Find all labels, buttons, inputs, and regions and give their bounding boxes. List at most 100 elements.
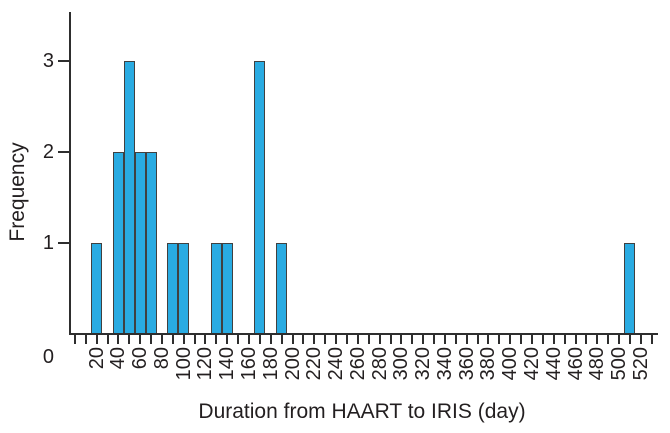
x-tick — [160, 335, 163, 344]
x-tick-label: 400 — [499, 347, 522, 381]
x-tick-label: 440 — [542, 347, 565, 381]
x-tick-label: 20 — [85, 347, 108, 370]
x-tick — [171, 335, 174, 344]
x-tick — [248, 335, 251, 344]
x-tick — [454, 335, 457, 344]
x-tick-label: 260 — [346, 347, 369, 381]
x-tick — [106, 335, 109, 344]
x-tick-label: 240 — [325, 347, 348, 381]
x-tick — [378, 335, 381, 344]
x-tick — [411, 335, 414, 344]
x-tick — [258, 335, 261, 344]
x-tick — [476, 335, 479, 344]
x-tick — [650, 335, 653, 344]
x-tick — [487, 335, 490, 344]
x-tick — [498, 335, 501, 344]
x-tick — [530, 335, 533, 344]
x-tick-label: 140 — [216, 347, 239, 381]
x-tick — [639, 335, 642, 344]
x-tick — [302, 335, 305, 344]
x-tick — [433, 335, 436, 344]
x-tick — [193, 335, 196, 344]
x-tick — [182, 335, 185, 344]
x-tick — [607, 335, 610, 344]
x-tick-label: 420 — [520, 347, 543, 381]
x-tick — [324, 335, 327, 344]
x-tick — [269, 335, 272, 344]
x-tick — [237, 335, 240, 344]
x-tick-label: 340 — [433, 347, 456, 381]
histogram-bar — [112, 151, 124, 335]
x-tick — [84, 335, 87, 344]
histogram-bar — [276, 242, 288, 335]
x-tick — [356, 335, 359, 344]
x-tick — [596, 335, 599, 344]
y-tick-label: 2 — [42, 140, 54, 163]
x-tick-label: 40 — [107, 347, 130, 370]
x-tick — [389, 335, 392, 344]
x-tick — [345, 335, 348, 344]
x-tick-label: 320 — [412, 347, 435, 381]
y-tick — [58, 59, 70, 62]
x-tick-label: 80 — [150, 347, 173, 370]
x-tick-label: 280 — [368, 347, 391, 381]
x-tick — [139, 335, 142, 344]
x-tick-label: 220 — [303, 347, 326, 381]
x-tick — [335, 335, 338, 344]
x-tick-label: 380 — [477, 347, 500, 381]
histogram-bar — [210, 242, 222, 335]
x-tick — [509, 335, 512, 344]
x-tick-label: 100 — [172, 347, 195, 381]
histogram-bar — [178, 242, 190, 335]
x-tick — [563, 335, 566, 344]
x-tick — [280, 335, 283, 344]
x-tick — [226, 335, 229, 344]
histogram-bar — [123, 60, 135, 335]
x-tick — [585, 335, 588, 344]
y-tick — [58, 241, 70, 244]
x-tick — [541, 335, 544, 344]
x-tick — [443, 335, 446, 344]
x-tick — [291, 335, 294, 344]
y-tick-label-zero: 0 — [42, 346, 54, 368]
x-tick — [465, 335, 468, 344]
y-tick — [58, 150, 70, 153]
x-tick — [422, 335, 425, 344]
histogram-bar — [221, 242, 233, 335]
x-tick — [618, 335, 621, 344]
x-axis-title: Duration from HAART to IRIS (day) — [198, 400, 526, 423]
histogram-bar — [134, 151, 146, 335]
x-tick-label: 500 — [608, 347, 631, 381]
x-tick-label: 120 — [194, 347, 217, 381]
x-tick — [628, 335, 631, 344]
x-tick — [400, 335, 403, 344]
x-tick — [313, 335, 316, 344]
x-tick — [150, 335, 153, 344]
x-tick — [552, 335, 555, 344]
histogram-bar — [254, 60, 266, 335]
histogram-bar — [624, 242, 636, 335]
x-tick — [215, 335, 218, 344]
x-tick — [574, 335, 577, 344]
x-tick-label: 520 — [629, 347, 652, 381]
x-tick-label: 360 — [455, 347, 478, 381]
x-tick — [520, 335, 523, 344]
x-tick — [95, 335, 98, 344]
x-tick-label: 480 — [586, 347, 609, 381]
x-tick-label: 160 — [238, 347, 261, 381]
y-axis-title: Frequency — [6, 142, 29, 242]
x-tick-label: 180 — [259, 347, 282, 381]
x-tick-label: 460 — [564, 347, 587, 381]
x-tick-label: 200 — [281, 347, 304, 381]
histogram-bar — [145, 151, 157, 335]
x-tick — [128, 335, 131, 344]
x-tick — [367, 335, 370, 344]
y-tick-label: 1 — [42, 231, 54, 254]
x-tick — [204, 335, 207, 344]
histogram-bar — [91, 242, 103, 335]
y-axis-line — [69, 12, 71, 335]
x-tick — [117, 335, 120, 344]
x-axis-line — [69, 333, 658, 335]
y-tick-label: 3 — [42, 49, 54, 72]
